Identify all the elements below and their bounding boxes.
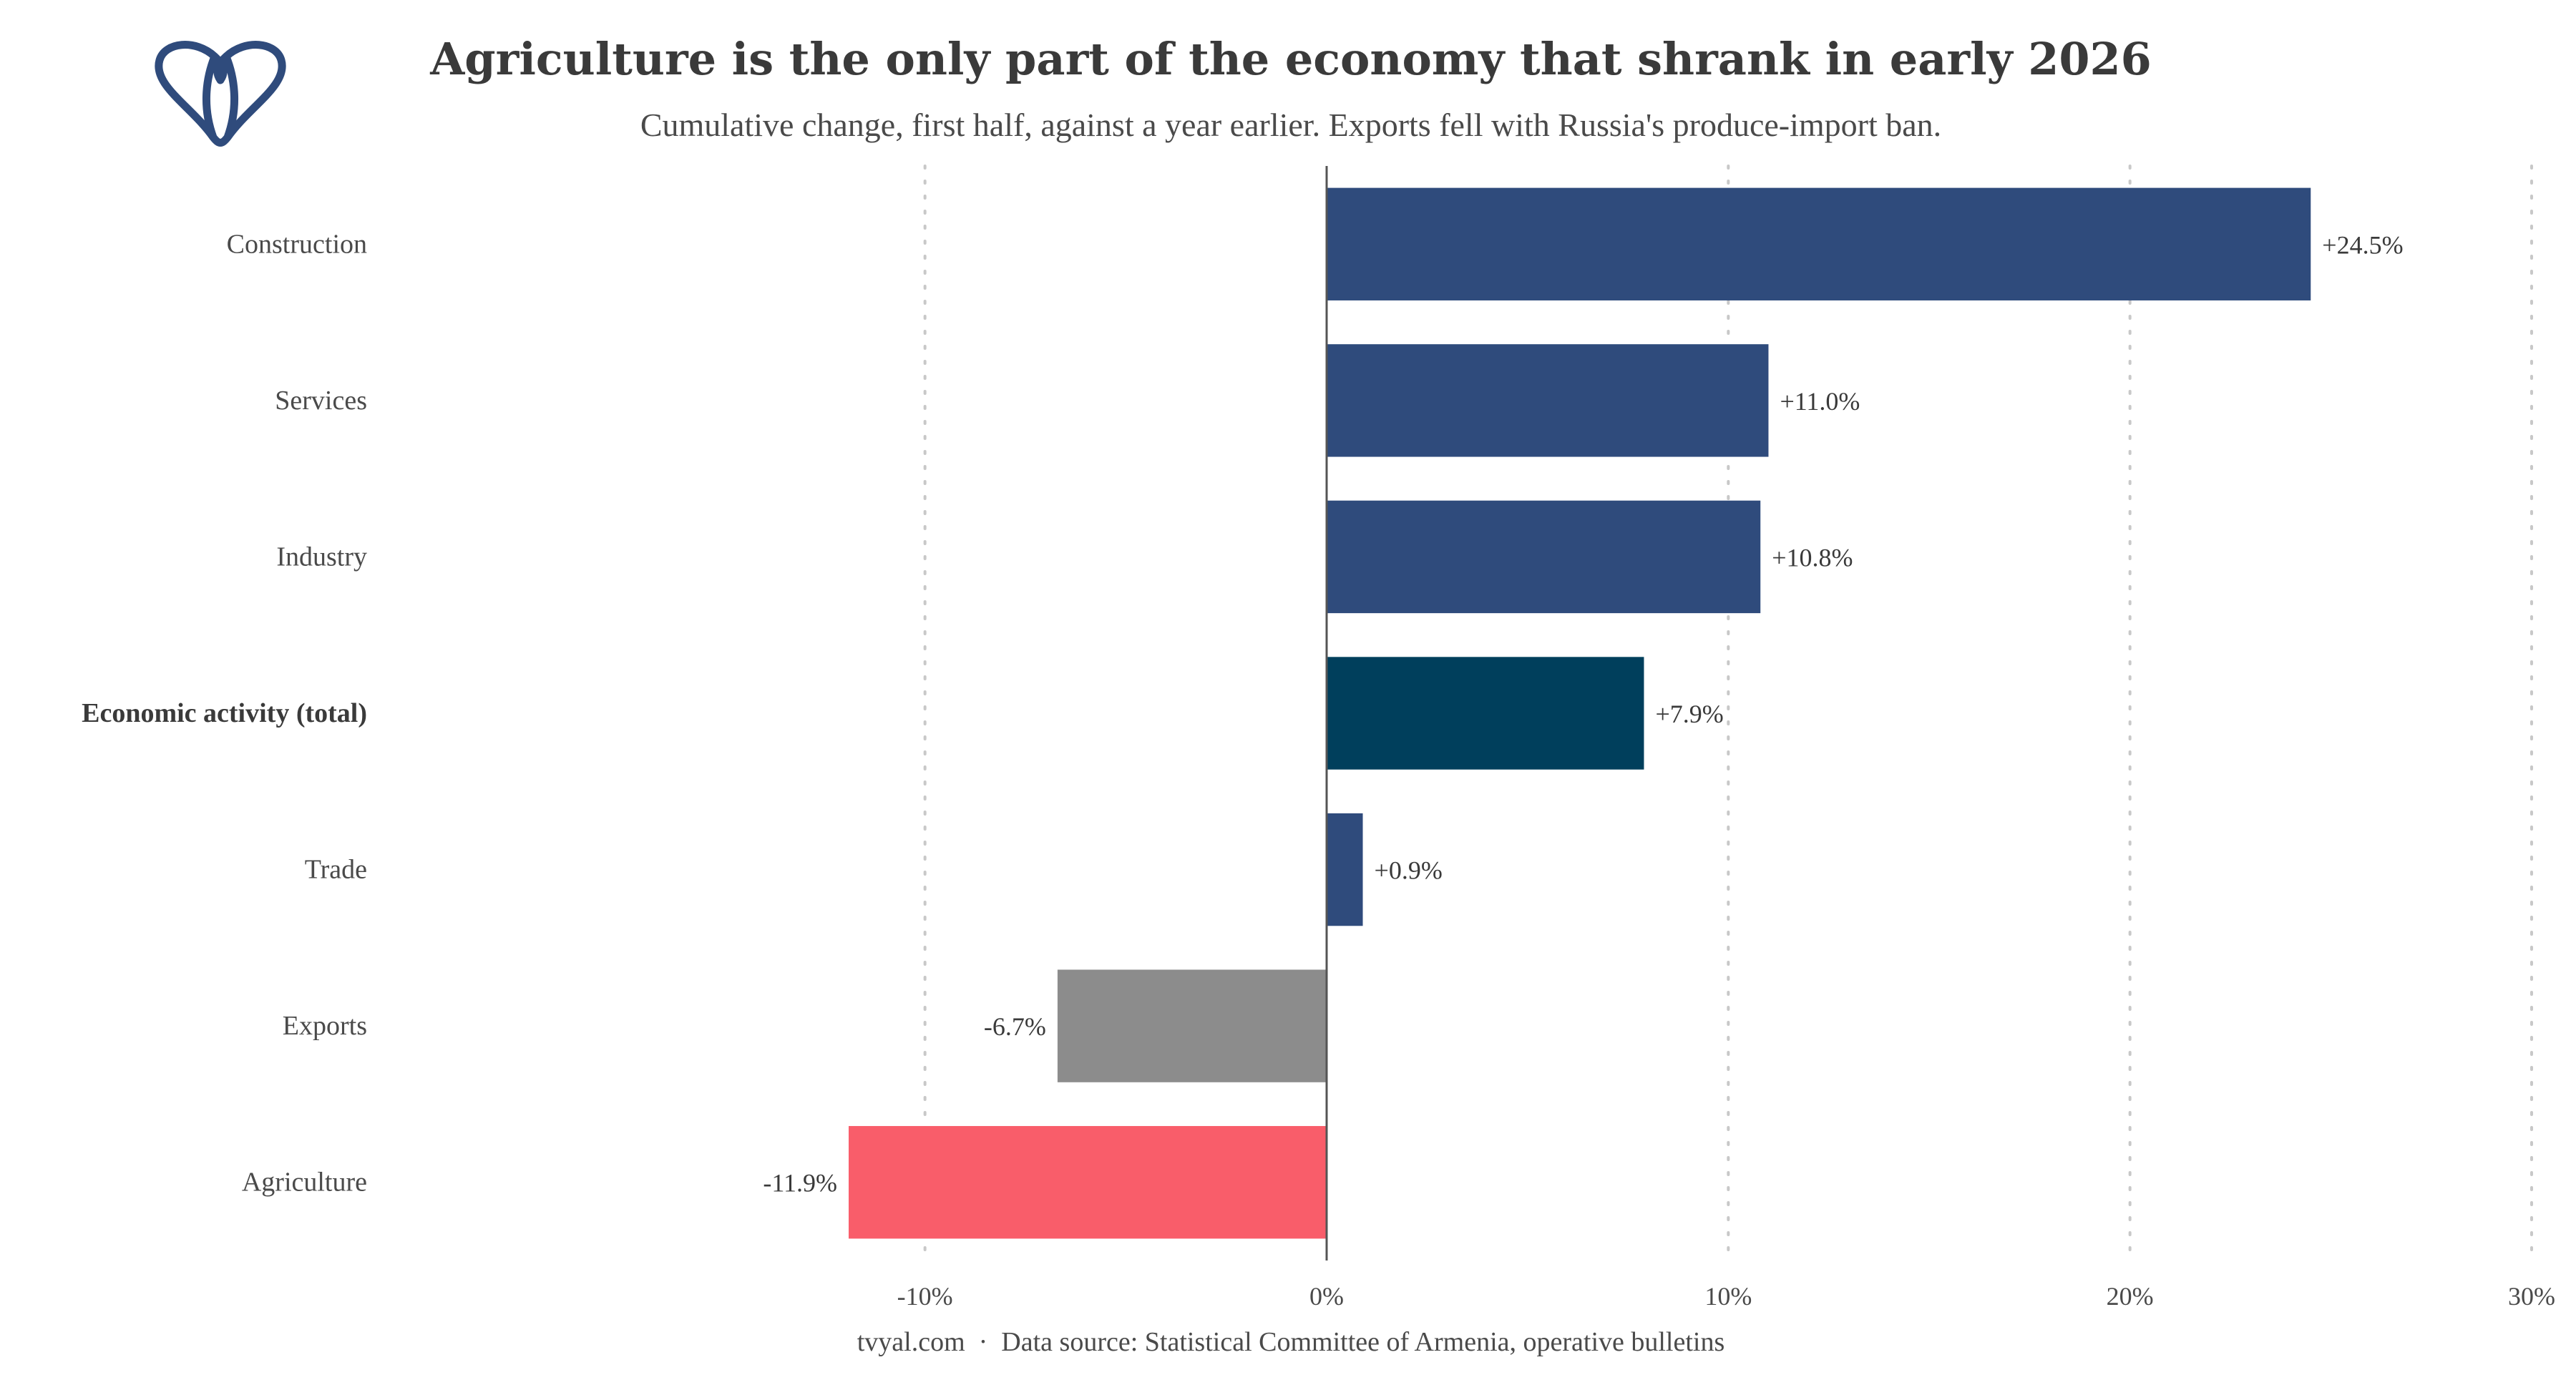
x-axis-ticks: -10% 0% 10% 20% 30% [897, 1282, 2555, 1311]
category-label: Exports [283, 1011, 367, 1041]
chart-subtitle: Cumulative change, first half, against a… [640, 107, 1941, 143]
bar-exports [1057, 969, 1327, 1082]
data-label: +7.9% [1655, 700, 1723, 728]
data-label: +11.0% [1780, 387, 1860, 416]
chart-title: Agriculture is the only part of the econ… [429, 33, 2152, 85]
bar-services [1327, 344, 1769, 457]
x-tick-label: -10% [897, 1282, 953, 1311]
x-tick-label: 10% [1704, 1282, 1752, 1311]
bar-economic-activity-total [1327, 657, 1644, 770]
category-label: Trade [305, 855, 367, 885]
data-label: -11.9% [763, 1169, 837, 1198]
bars [849, 187, 2311, 1239]
x-tick-label: 20% [2107, 1282, 2154, 1311]
category-label: Agriculture [242, 1168, 367, 1198]
bar-agriculture [849, 1126, 1327, 1239]
category-label: Economic activity (total) [82, 698, 367, 728]
bar-construction [1327, 187, 2311, 300]
chart-caption: tvyal.com · Data source: Statistical Com… [857, 1327, 1725, 1357]
x-tick-label: 0% [1309, 1282, 1344, 1311]
category-label: Services [275, 386, 367, 416]
bar-trade [1327, 813, 1363, 926]
category-label: Industry [276, 542, 367, 572]
category-labels: Construction Services Industry Economic act… [82, 229, 367, 1197]
tvyal-logo-icon [155, 41, 286, 147]
category-label: Construction [227, 229, 367, 259]
data-label: -6.7% [984, 1012, 1046, 1041]
bar-industry [1327, 500, 1761, 614]
data-labels: +24.5% +11.0% +10.8% +7.9% +0.9% -6.7% -11.9% [763, 230, 2403, 1197]
data-label: +24.5% [2322, 230, 2403, 259]
x-tick-label: 30% [2508, 1282, 2555, 1311]
data-label: +10.8% [1772, 543, 1853, 572]
data-label: +0.9% [1375, 856, 1443, 885]
